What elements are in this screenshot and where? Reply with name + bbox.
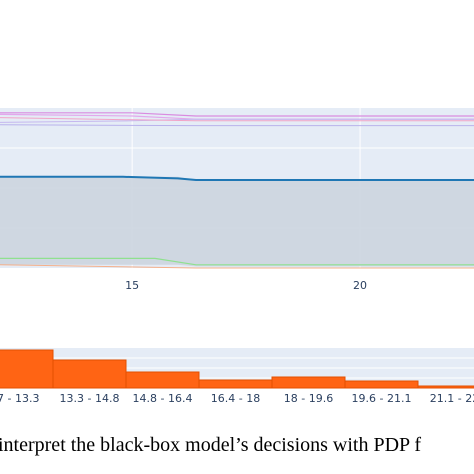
pdp-series-line — [0, 112, 474, 117]
pdp-series-line — [0, 124, 474, 127]
pdp-series-line — [0, 117, 474, 122]
histogram-bar — [344, 380, 419, 389]
histogram-x-tick-label: 13.3 - 14.8 — [60, 392, 120, 405]
histogram-x-axis: .7 - 13.3 13.3 - 14.8 14.8 - 16.4 16.4 - 18… — [0, 392, 474, 405]
histogram-bars — [0, 349, 474, 389]
histogram-x-tick-label: 18 - 19.6 — [284, 392, 333, 405]
pdp-lines — [0, 112, 474, 269]
histogram-bar — [198, 379, 273, 389]
pdp-confidence-band — [0, 176, 474, 267]
pdp-x-axis: 15 20 — [125, 279, 367, 292]
pdp-series-line — [0, 264, 474, 269]
histogram-bar — [417, 385, 474, 389]
histogram-bar — [52, 359, 127, 389]
pdp-chart: 15 20 — [0, 108, 474, 292]
pdp-series-line — [0, 257, 474, 266]
histogram-x-tick-label: .7 - 13.3 — [0, 392, 39, 405]
histogram-chart: .7 - 13.3 13.3 - 14.8 14.8 - 16.4 16.4 - 18… — [0, 348, 474, 405]
histogram-x-tick-label: 16.4 - 18 — [211, 392, 260, 405]
histogram-x-tick-label: 14.8 - 16.4 — [133, 392, 193, 405]
histogram-x-tick-label: 19.6 - 21.1 — [352, 392, 412, 405]
pdp-x-tick-label: 20 — [353, 279, 367, 292]
histogram-bar — [271, 376, 346, 389]
figure-caption: interpret the black-box model’s decision… — [0, 434, 422, 456]
histogram-bar — [125, 371, 200, 389]
pdp-x-tick-label: 15 — [125, 279, 139, 292]
pdp-series-line — [0, 175, 474, 181]
histogram-x-tick-label: 21.1 - 22 — [430, 392, 474, 405]
pdp-band-area — [0, 176, 474, 267]
histogram-bar — [0, 349, 54, 389]
